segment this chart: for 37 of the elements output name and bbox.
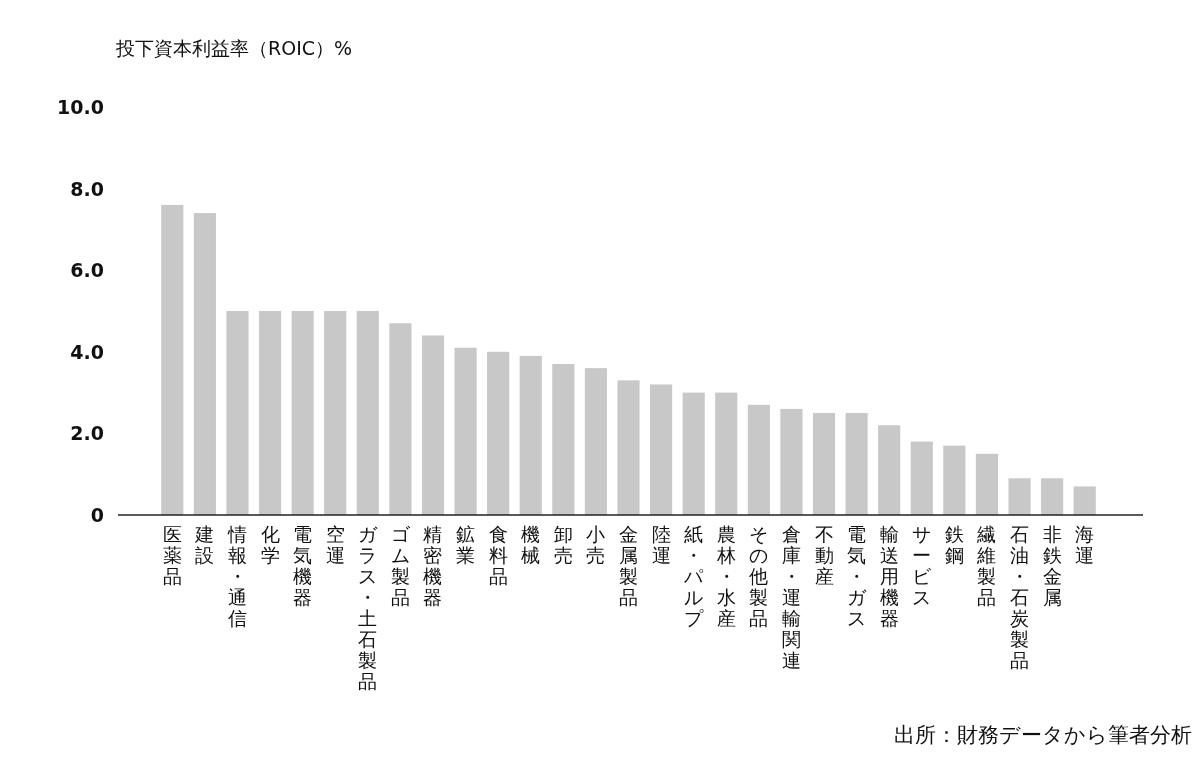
x-tick-label: 建設 <box>194 523 215 566</box>
y-tick-label: 8.0 <box>70 177 104 200</box>
x-tick-label: 輸送用機器 <box>879 523 899 629</box>
x-tick-label: 不動産 <box>814 523 834 587</box>
x-tick-label: 倉庫・運輸関連 <box>781 523 801 671</box>
x-tick-label: 医薬品 <box>162 523 182 587</box>
x-tick-label: 鉄鋼 <box>944 523 964 566</box>
y-tick-label: 10.0 <box>57 96 104 118</box>
y-axis-title: 投下資本利益率（ROIC）% <box>115 37 353 59</box>
x-tick-label: 情報・通信 <box>226 523 247 629</box>
y-tick-label: 2.0 <box>70 422 104 445</box>
y-tick-label: 4.0 <box>70 340 104 363</box>
x-tick-label: 食料品 <box>488 523 508 587</box>
x-tick-label: 小売 <box>586 523 606 566</box>
x-tick-label: 精密機器 <box>423 523 443 608</box>
x-tick-label: 陸運 <box>651 523 671 566</box>
y-tick-label: 6.0 <box>70 259 104 282</box>
x-tick-label: 電気・ガス <box>847 523 868 629</box>
x-tick-label: 海運 <box>1075 523 1095 566</box>
x-tick-label: 鉱業 <box>456 523 476 566</box>
x-tick-label: 化学 <box>260 523 280 566</box>
x-tick-label: 金属製品 <box>619 523 638 608</box>
x-tick-label: 非鉄金属 <box>1042 523 1062 608</box>
x-tick-label: ゴム製品 <box>390 523 411 608</box>
x-tick-label: 紙・パルプ <box>683 523 705 629</box>
x-tick-label: 電気機器 <box>293 523 313 608</box>
text: 出所：財務データから筆者分析 <box>894 723 1192 747</box>
x-tick-label: 機械 <box>521 523 541 566</box>
x-tick-label: 卸売 <box>553 523 573 566</box>
x-tick-label: 農林・水産 <box>715 523 736 629</box>
x-tick-label: サービス <box>912 523 933 608</box>
x-tick-label: 石油・石炭製品 <box>1010 523 1030 671</box>
x-tick-label: 空運 <box>325 523 345 566</box>
y-tick-label: 0 <box>90 504 104 526</box>
x-tick-label: その他製品 <box>749 523 769 629</box>
x-tick-label: 繊維製品 <box>976 523 997 608</box>
x-tick-label: ガラス・土石製品 <box>358 523 379 692</box>
